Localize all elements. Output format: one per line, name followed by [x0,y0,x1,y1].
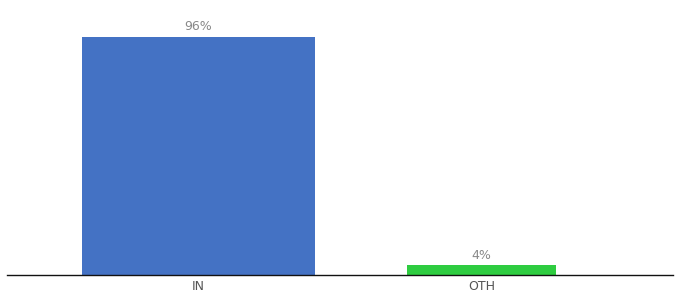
Bar [407,265,556,275]
Text: 4%: 4% [472,248,492,262]
Bar [82,37,315,275]
Text: 96%: 96% [184,20,212,33]
